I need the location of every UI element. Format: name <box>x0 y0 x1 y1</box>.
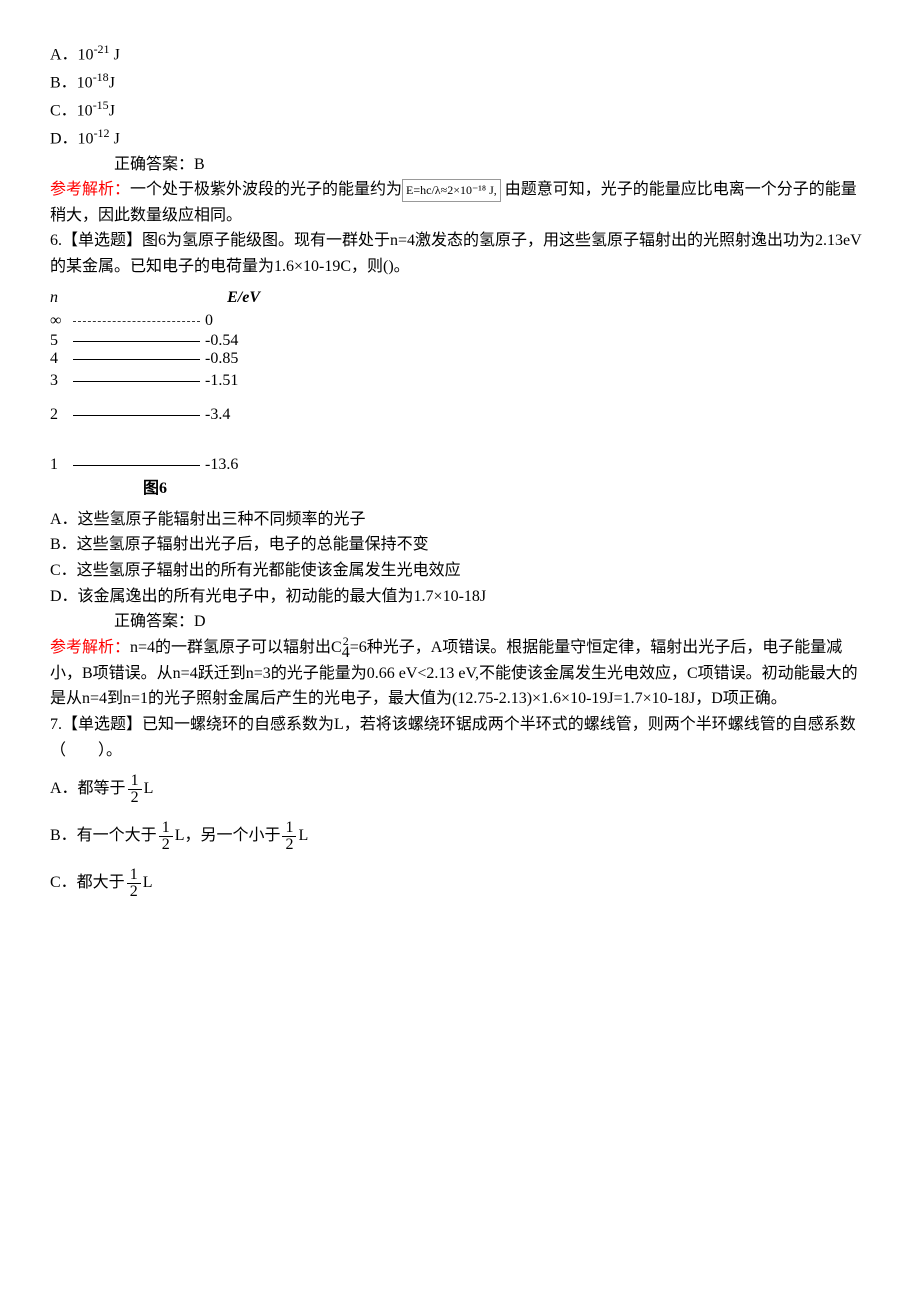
level-1-n: 1 <box>50 452 68 478</box>
analysis-label: 参考解析： <box>50 181 130 198</box>
level-3: 3 -1.51 <box>50 370 260 392</box>
q6-option-b: B．这些氢原子辐射出光子后，电子的总能量保持不变 <box>50 532 870 558</box>
analysis-5: 参考解析：一个处于极紫外波段的光子的能量约为E=hc/λ≈2×10⁻¹⁸ J, … <box>50 177 870 228</box>
q7-b-mid: L，另一个小于 <box>175 827 281 844</box>
option-d-exp: -12 <box>94 126 110 140</box>
analysis-text1: 一个处于极紫外波段的光子的能量约为 <box>130 181 402 198</box>
diagram-caption: 图6 <box>50 476 260 502</box>
fraction-half-icon: 12 <box>282 820 296 853</box>
q7-option-c: C．都大于12L <box>50 867 870 900</box>
level-3-e: -1.51 <box>205 368 260 394</box>
option-c: C．10-15J <box>50 96 870 124</box>
q7-c-post: L <box>143 874 153 891</box>
level-2-line <box>73 415 200 416</box>
level-4: 4 -0.85 <box>50 350 260 368</box>
level-1: 1 -13.6 <box>50 454 260 476</box>
frac-den: 2 <box>128 790 142 806</box>
option-a-unit: J <box>110 46 120 63</box>
analysis-6: 参考解析：n=4的一群氢原子可以辐射出C24=6种光子，A项错误。根据能量守恒定… <box>50 635 870 712</box>
level-2-e: -3.4 <box>205 402 260 428</box>
q7-a-pre: A．都等于 <box>50 780 126 797</box>
q6-option-a: A．这些氢原子能辐射出三种不同频率的光子 <box>50 507 870 533</box>
option-b-unit: J <box>109 74 115 91</box>
option-a-text: A．10 <box>50 46 94 63</box>
level-3-n: 3 <box>50 368 68 394</box>
option-a: A．10-21 J <box>50 40 870 68</box>
formula-box: E=hc/λ≈2×10⁻¹⁸ J, <box>402 179 501 202</box>
q7-option-b: B．有一个大于12L，另一个小于12L <box>50 820 870 853</box>
q7-a-post: L <box>144 780 154 797</box>
comb-sub: 4 <box>342 646 350 660</box>
level-1-e: -13.6 <box>205 452 260 478</box>
option-c-unit: J <box>109 102 115 119</box>
q7-option-a: A．都等于12L <box>50 773 870 806</box>
answer-5: 正确答案：B <box>50 152 870 178</box>
option-c-exp: -15 <box>93 98 109 112</box>
question-7: 7.【单选题】已知一螺绕环的自感系数为L，若将该螺绕环锯成两个半环式的螺线管，则… <box>50 712 870 900</box>
energy-level-diagram: n E/eV ∞ 0 5 -0.54 4 -0.85 3 -1.51 2 -3 <box>50 285 260 502</box>
q6-stem: 6.【单选题】图6为氢原子能级图。现有一群处于n=4激发态的氢原子，用这些氢原子… <box>50 228 870 279</box>
header-n: n <box>50 285 58 311</box>
option-a-exp: -21 <box>94 42 110 56</box>
frac-den: 2 <box>127 884 141 900</box>
option-d-unit: J <box>110 130 120 147</box>
level-3-line <box>73 381 200 382</box>
q7-b-post: L <box>298 827 308 844</box>
fraction-half-icon: 12 <box>128 773 142 806</box>
level-inf-line <box>73 321 200 322</box>
q6-option-c: C．这些氢原子辐射出的所有光都能使该金属发生光电效应 <box>50 558 870 584</box>
frac-num: 1 <box>128 773 142 790</box>
question-6: 6.【单选题】图6为氢原子能级图。现有一群处于n=4激发态的氢原子，用这些氢原子… <box>50 228 870 711</box>
combination-symbol: 24 <box>342 636 350 661</box>
question-5-options: A．10-21 J B．10-18J C．10-15J D．10-12 J 正确… <box>50 40 870 228</box>
level-5-line <box>73 341 200 342</box>
analysis-label-6: 参考解析： <box>50 639 130 656</box>
level-2-n: 2 <box>50 402 68 428</box>
header-e: E/eV <box>227 285 260 311</box>
level-4-line <box>73 359 200 360</box>
option-b-text: B．10 <box>50 74 93 91</box>
frac-den: 2 <box>159 837 173 853</box>
frac-num: 1 <box>127 867 141 884</box>
analysis-6-pre: n=4的一群氢原子可以辐射出C <box>130 639 342 656</box>
diagram-header: n E/eV <box>50 285 260 311</box>
option-d-text: D．10 <box>50 130 94 147</box>
option-c-text: C．10 <box>50 102 93 119</box>
q7-b-pre: B．有一个大于 <box>50 827 157 844</box>
frac-num: 1 <box>159 820 173 837</box>
level-1-line <box>73 465 200 466</box>
frac-den: 2 <box>282 837 296 853</box>
option-b-exp: -18 <box>93 70 109 84</box>
fraction-half-icon: 12 <box>127 867 141 900</box>
option-b: B．10-18J <box>50 68 870 96</box>
q6-option-d: D．该金属逸出的所有光电子中，初动能的最大值为1.7×10-18J <box>50 584 870 610</box>
frac-num: 1 <box>282 820 296 837</box>
option-d: D．10-12 J <box>50 124 870 152</box>
answer-6: 正确答案：D <box>50 609 870 635</box>
fraction-half-icon: 12 <box>159 820 173 853</box>
level-2: 2 -3.4 <box>50 404 260 426</box>
q7-c-pre: C．都大于 <box>50 874 125 891</box>
q7-stem: 7.【单选题】已知一螺绕环的自感系数为L，若将该螺绕环锯成两个半环式的螺线管，则… <box>50 712 870 763</box>
